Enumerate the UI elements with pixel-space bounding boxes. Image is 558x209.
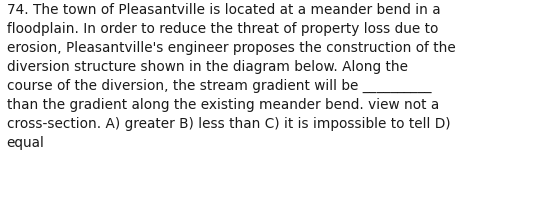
Text: 74. The town of Pleasantville is located at a meander bend in a
floodplain. In o: 74. The town of Pleasantville is located… bbox=[7, 3, 455, 150]
